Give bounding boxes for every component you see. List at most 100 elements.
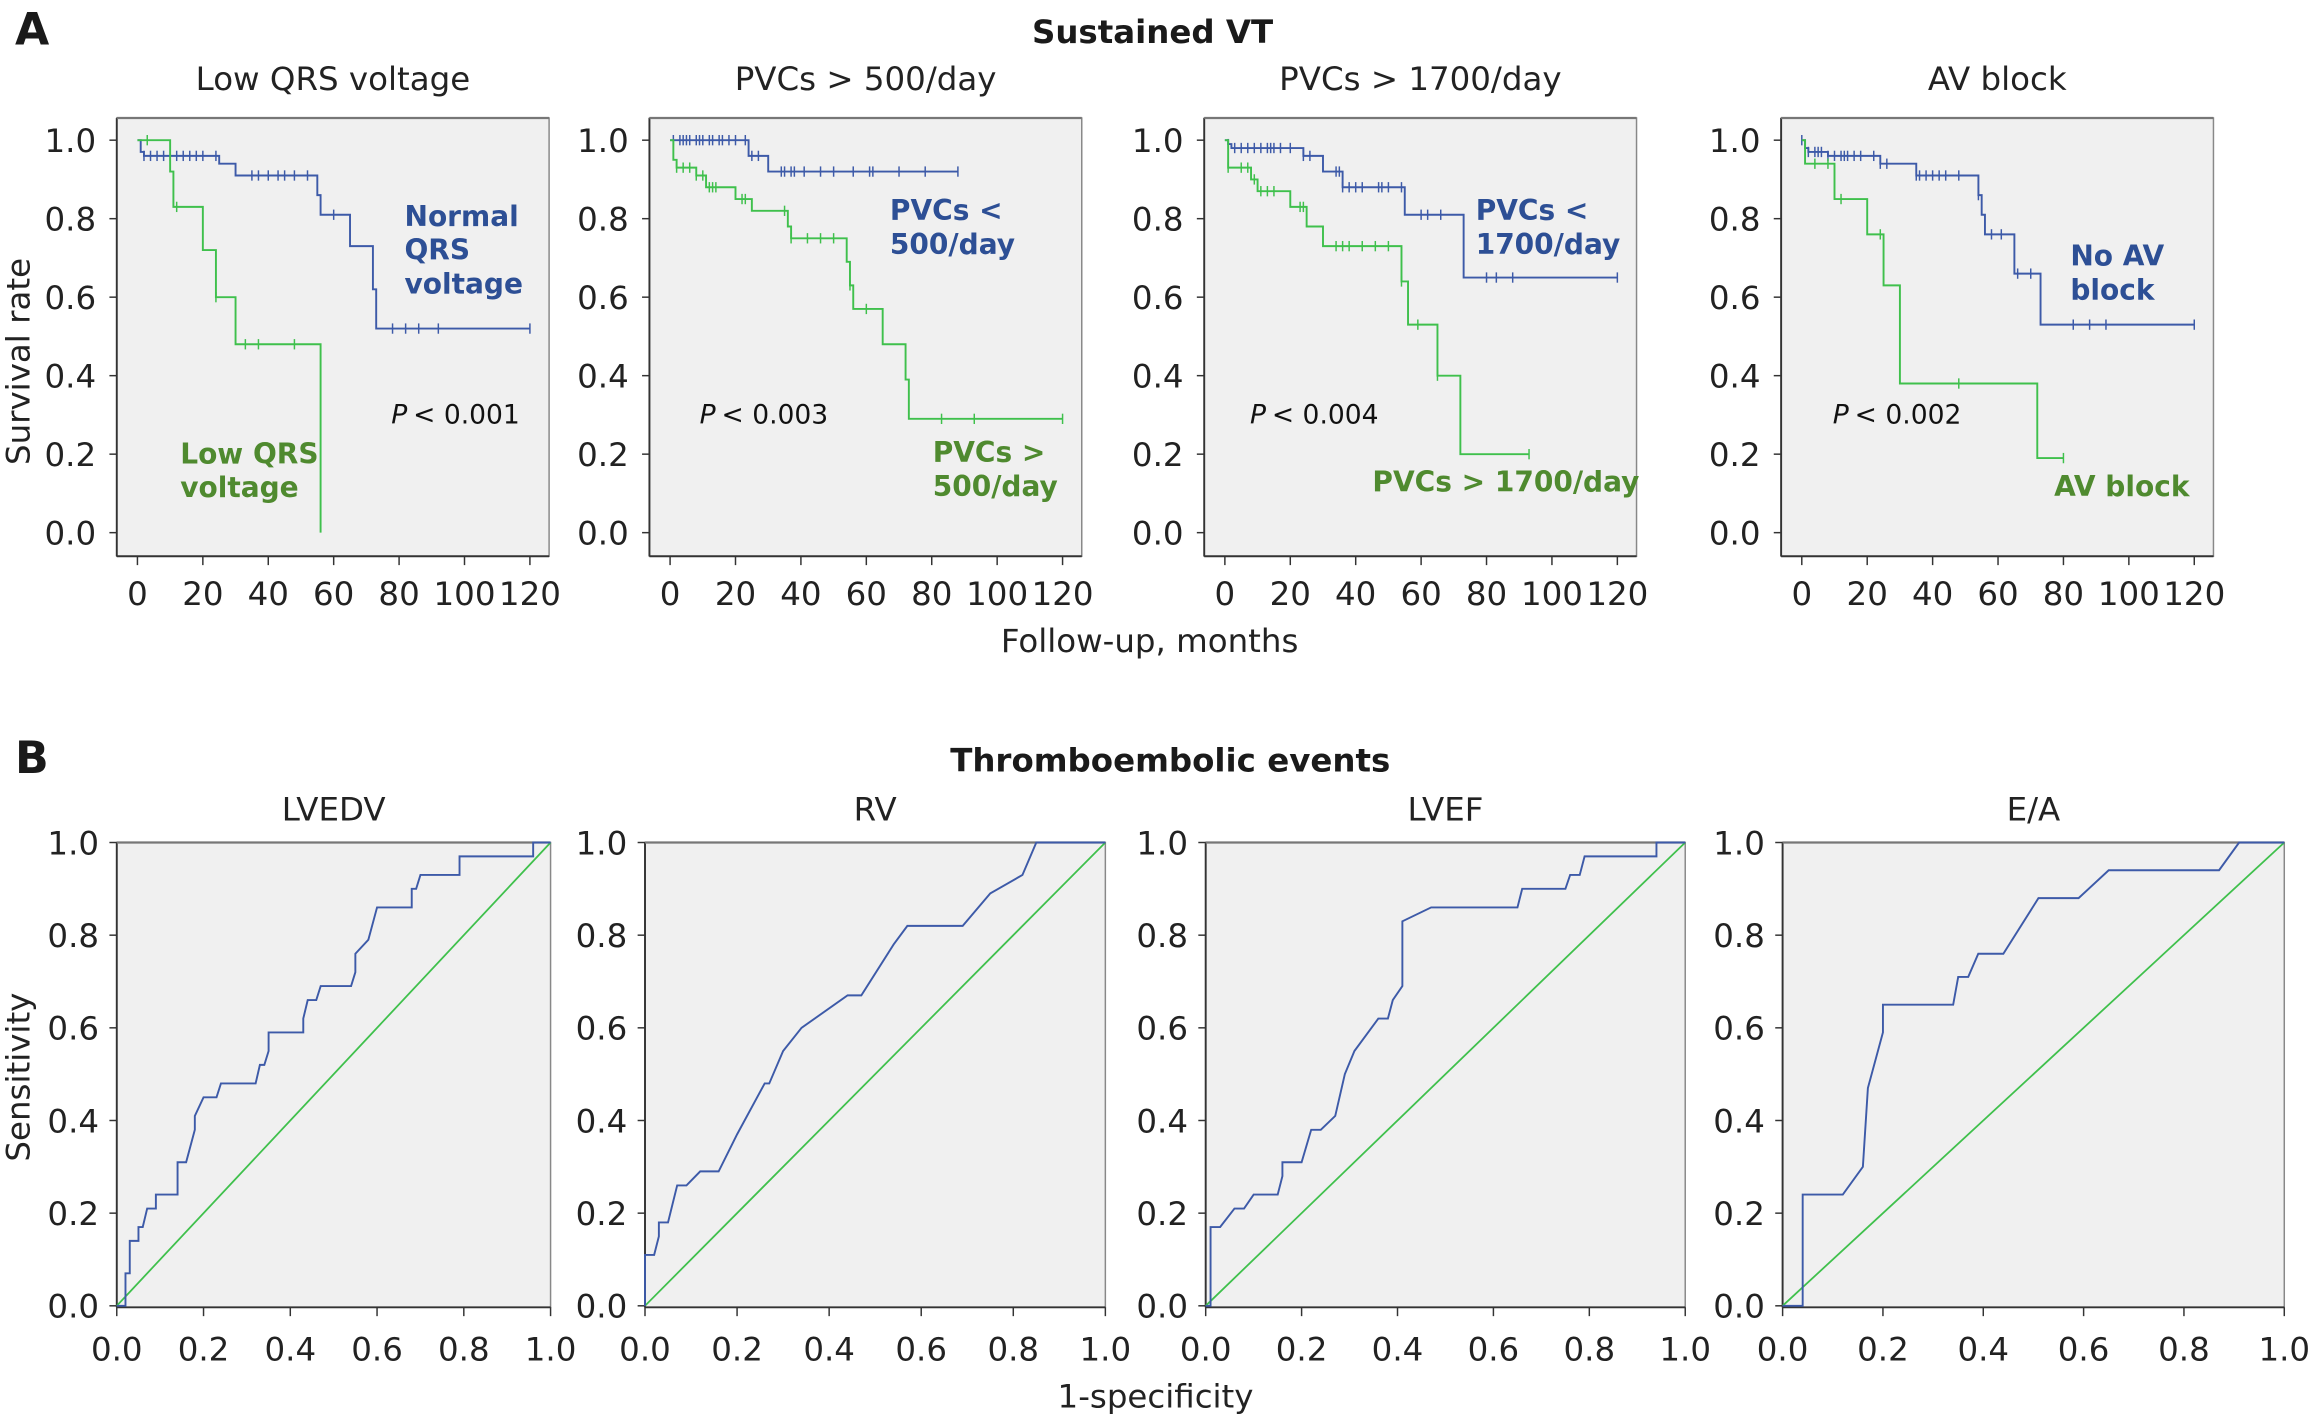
x-tick-label: 20 — [1847, 575, 1888, 613]
y-tick-label: 0.6 — [47, 1010, 99, 1048]
x-tick-label: 0 — [660, 575, 681, 613]
y-tick-label: 0.4 — [1136, 1102, 1188, 1140]
y-tick-label: 0.2 — [576, 1195, 628, 1233]
x-tick-label: 60 — [846, 575, 887, 613]
x-tick-label: 100 — [1521, 575, 1583, 613]
y-tick-label: 1.0 — [576, 824, 628, 862]
plot-area — [116, 117, 550, 557]
y-tick-label: 0.4 — [1713, 1102, 1765, 1140]
series-label: 500/day — [890, 228, 1015, 261]
x-tick-label: 20 — [715, 575, 756, 613]
y-tick-label: 0.0 — [1132, 514, 1184, 552]
roc-curve — [644, 841, 1106, 1306]
x-tick-label: 0.2 — [178, 1330, 230, 1368]
x-tick-label: 0.6 — [2058, 1330, 2110, 1368]
y-tick-label: 0.2 — [1136, 1195, 1188, 1233]
y-tick-label: 0.0 — [47, 1288, 99, 1326]
x-tick-label: 0.0 — [91, 1330, 143, 1368]
section-title-a: Sustained VT — [1032, 13, 1273, 51]
roc-curve — [116, 841, 551, 1307]
x-tick-label: 0 — [127, 575, 148, 613]
y-tick-label: 0.2 — [44, 436, 96, 474]
x-tick-label: 40 — [1335, 575, 1376, 613]
x-tick-label: 0.8 — [987, 1330, 1039, 1368]
roc-curve — [1205, 841, 1686, 1307]
panel-title: Low QRS voltage — [196, 60, 471, 98]
p-symbol: P — [1833, 399, 1849, 430]
y-tick-label: 0.8 — [1713, 917, 1765, 955]
x-tick-label: 80 — [2043, 575, 2084, 613]
y-tick-label: 0.0 — [1709, 514, 1761, 552]
panel-title: LVEF — [1408, 790, 1484, 828]
x-tick-label: 0.4 — [264, 1330, 316, 1368]
series-label: AV block — [2054, 470, 2191, 503]
y-tick-label: 1.0 — [44, 122, 96, 160]
x-tick-label: 1.0 — [1080, 1330, 1132, 1368]
series-label: 500/day — [933, 470, 1058, 503]
x-tick-label: 40 — [1912, 575, 1953, 613]
panel-title: RV — [854, 790, 897, 828]
series-label: voltage — [180, 471, 298, 504]
y-tick-label: 0.4 — [576, 1102, 628, 1140]
y-tick-label: 0.2 — [1713, 1195, 1765, 1233]
roc-panel: RV 0.0 0.2 0.4 0.6 0.8 1.0 0.0 0.2 0.4 0.6 0.8 1.0 — [576, 790, 1131, 1368]
y-tick-label: 0.6 — [1713, 1010, 1765, 1048]
panel-letter-b: B — [15, 733, 49, 784]
y-tick-label: 0.8 — [44, 200, 96, 238]
y-tick-label: 0.0 — [1136, 1288, 1188, 1326]
x-tick-label: 60 — [1977, 575, 2018, 613]
y-tick-label: 1.0 — [1136, 824, 1188, 862]
x-tick-label: 0.6 — [351, 1330, 403, 1368]
y-tick-label: 0.6 — [1132, 279, 1184, 317]
x-tick-label: 100 — [434, 575, 496, 613]
x-tick-label: 0.8 — [1564, 1330, 1616, 1368]
x-tick-label: 0 — [1791, 575, 1812, 613]
km-curve-green — [137, 139, 322, 533]
y-tick-label: 1.0 — [47, 824, 99, 862]
series-label: PVCs > — [933, 436, 1046, 469]
y-tick-label: 0.4 — [47, 1102, 99, 1140]
y-tick-label: 0.4 — [1132, 357, 1184, 395]
panel-letter-a: A — [15, 4, 50, 55]
x-tick-label: 0.4 — [1957, 1330, 2009, 1368]
p-value-text: < 0.002 — [1855, 399, 1962, 430]
km-panel: Low QRS voltage 0.0 0.2 0.4 0.6 0.8 1.0 0 20 40 60… — [44, 60, 560, 613]
x-tick-label: 20 — [182, 575, 223, 613]
x-tick-label: 120 — [2163, 575, 2225, 613]
km-curve-green — [1224, 139, 1530, 456]
series-label: PVCs < — [1476, 194, 1589, 227]
x-tick-label: 0.0 — [1757, 1330, 1809, 1368]
x-tick-label: 120 — [1586, 575, 1648, 613]
panel-title: AV block — [1928, 60, 2067, 98]
p-value-text: < 0.004 — [1272, 399, 1379, 430]
series-label: Normal — [404, 200, 518, 233]
x-tick-label: 0.2 — [1276, 1330, 1328, 1368]
y-tick-label: 0.6 — [576, 1010, 628, 1048]
x-tick-label: 0 — [1215, 575, 1236, 613]
y-tick-label: 0.0 — [44, 514, 96, 552]
x-tick-label: 120 — [499, 575, 561, 613]
p-symbol: P — [700, 399, 716, 430]
km-curve-green — [1801, 139, 2064, 460]
y-axis-label-a: Survival rate — [0, 258, 38, 465]
p-value: P < 0.003 — [700, 399, 829, 430]
p-value: P < 0.002 — [1833, 399, 1962, 430]
p-value: P < 0.001 — [391, 399, 520, 430]
x-tick-label: 1.0 — [525, 1330, 577, 1368]
reference-diagonal — [1782, 841, 2285, 1307]
x-axis-label-b: 1-specificity — [1058, 1378, 1254, 1415]
y-tick-label: 0.6 — [577, 279, 629, 317]
y-tick-label: 0.2 — [1709, 436, 1761, 474]
reference-diagonal — [644, 841, 1106, 1307]
x-tick-label: 80 — [911, 575, 952, 613]
x-tick-label: 0.4 — [1372, 1330, 1424, 1368]
x-tick-label: 0.4 — [803, 1330, 855, 1368]
x-tick-label: 40 — [780, 575, 821, 613]
series-label: 1700/day — [1476, 228, 1621, 261]
roc-panel: E/A 0.0 0.2 0.4 0.6 0.8 1.0 0.0 0.2 0.4 0.6 0.8 1.0 — [1713, 790, 2310, 1368]
y-tick-label: 0.6 — [1136, 1010, 1188, 1048]
p-value-text: < 0.003 — [722, 399, 829, 430]
x-tick-label: 0.2 — [711, 1330, 763, 1368]
y-axis-label-b: Sensitivity — [0, 993, 38, 1162]
